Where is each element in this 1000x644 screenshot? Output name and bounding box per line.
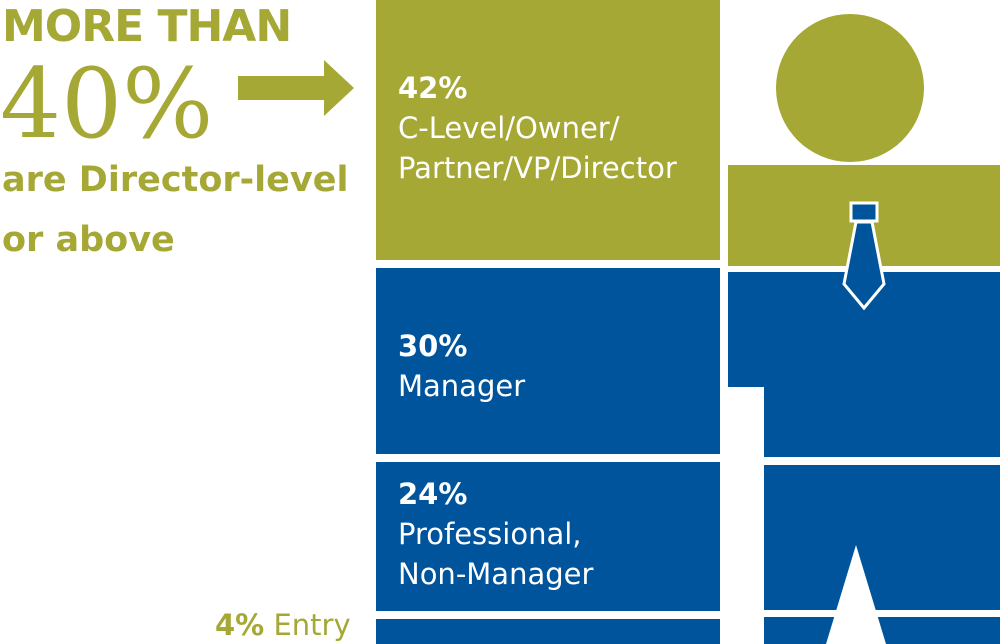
segment-category-c-level-line1: C-Level/Owner/ <box>398 111 620 145</box>
person-leg-gap <box>826 545 886 644</box>
segment-label-professional: 24% Professional, Non-Manager <box>398 474 593 594</box>
headline-more-than: MORE THAN <box>2 1 292 52</box>
segment-label-entry: 4% Entry <box>215 606 351 644</box>
necktie-icon <box>842 201 886 311</box>
segment-category-manager: Manager <box>398 369 526 404</box>
person-figure-icon <box>728 14 1000 644</box>
segment-label-manager: 30% Manager <box>398 326 525 406</box>
headline-description-2: or above <box>2 220 175 260</box>
headline-percent: 40% <box>0 48 214 160</box>
segment-category-professional-line2: Non-Manager <box>398 557 594 592</box>
person-hips <box>764 387 1000 457</box>
person-head <box>776 14 924 162</box>
headline-description-1: are Director-level <box>2 160 349 200</box>
bar-segment-professional: 24% Professional, Non-Manager <box>376 462 720 612</box>
segment-value-professional: 24% <box>398 477 468 512</box>
bar-segment-c-level: 42% C-Level/Owner/ Partner/VP/Director <box>376 0 720 261</box>
segment-category-c-level-line2: Partner/VP/Director <box>398 151 677 185</box>
person-legs <box>764 465 1000 610</box>
segment-category-entry: Entry <box>273 608 351 642</box>
segment-label-c-level: 42% C-Level/Owner/ Partner/VP/Director <box>398 68 677 188</box>
bar-segment-entry <box>376 619 720 644</box>
segment-value-c-level: 42% <box>398 71 468 105</box>
segment-value-manager: 30% <box>398 329 468 364</box>
right-arrow-icon <box>238 60 354 116</box>
segment-category-professional-line1: Professional, <box>398 517 582 552</box>
bar-segment-manager: 30% Manager <box>376 268 720 455</box>
segment-value-entry: 4% <box>215 608 265 642</box>
